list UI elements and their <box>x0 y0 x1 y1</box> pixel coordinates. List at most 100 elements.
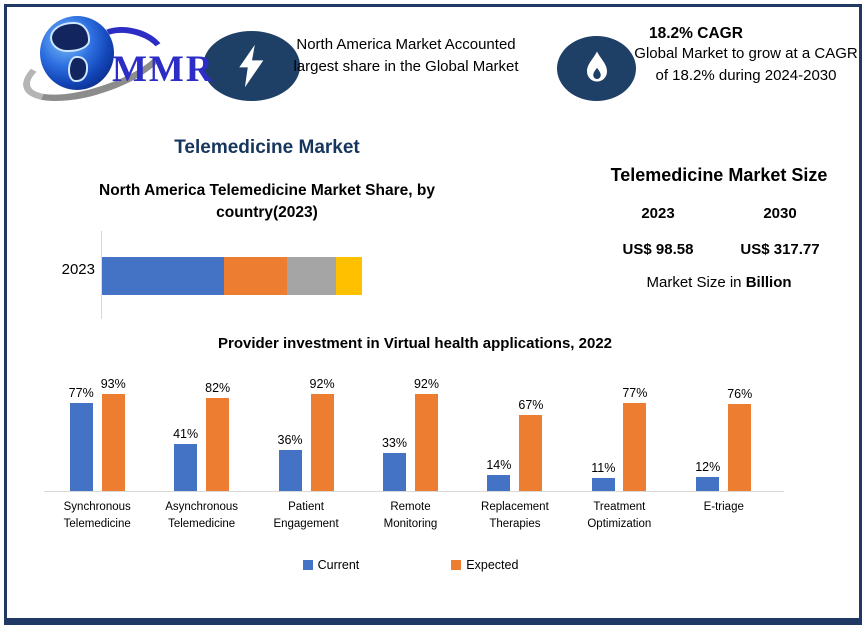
category-label: Treatment Optimization <box>587 501 652 530</box>
bar-group: 36% 92% <box>254 377 358 491</box>
bar-expected <box>206 397 230 491</box>
market-size-note: Market Size in Billion <box>595 274 843 291</box>
globe-icon <box>40 16 114 90</box>
legend-swatch <box>451 560 462 570</box>
bar-with-label: 12% <box>695 377 720 491</box>
bar-value-label: 67% <box>518 397 544 412</box>
bar-value-label: 36% <box>277 432 303 447</box>
bar-value-label: 77% <box>68 386 94 401</box>
banner2: 18.2% CAGR Global Market to grow at a CA… <box>631 25 861 87</box>
infographic-canvas: MMR North America Market Accounted large… <box>4 4 862 625</box>
bar-current <box>382 453 406 491</box>
grouped-bars: 77% 93% 41% 82% 36% 92% 33% 92% 14% 67% 11% 77% 12% 7… <box>45 377 776 491</box>
stacked-chart-title: North America Telemedicine Market Share,… <box>99 182 435 221</box>
market-size-title: Telemedicine Market Size <box>610 165 828 185</box>
note-prefix: Market Size in <box>646 274 746 291</box>
stacked-segment <box>102 257 225 295</box>
bar-current <box>591 478 615 491</box>
stacked-segment <box>224 257 287 295</box>
bar-current <box>278 449 302 491</box>
category-label: Replacement Therapies <box>481 501 549 530</box>
grouped-chart-title: Provider investment in Virtual health ap… <box>217 335 612 352</box>
bar-with-label: 67% <box>518 377 543 491</box>
cagr-text: Global Market to grow at a CAGR of 18.2%… <box>634 45 858 84</box>
bar-value-label: 41% <box>173 427 199 442</box>
bar-with-label: 77% <box>69 377 94 491</box>
globe-landmass <box>68 56 88 82</box>
legend-item-expected: Expected <box>451 558 518 572</box>
market-value: US$ 317.77 <box>740 241 820 258</box>
bar-value-label: 93% <box>100 377 126 391</box>
category-label: Remote Monitoring <box>383 501 438 530</box>
market-size-years: 2023 2030 <box>595 205 843 222</box>
chart-legend: Current Expected <box>45 558 776 572</box>
bar-group: 77% 93% <box>45 377 149 491</box>
market-value: US$ 98.58 <box>622 241 694 258</box>
legend-label: Current <box>317 558 360 572</box>
bar-value-label: 92% <box>413 377 439 391</box>
bar-current <box>174 444 198 491</box>
bar-value-label: 11% <box>591 461 616 476</box>
category-label: Synchronous Telemedicine <box>63 501 131 530</box>
grouped-chart-baseline <box>44 491 784 492</box>
logo-wordmark: MMR <box>112 49 215 90</box>
bar-value-label: 77% <box>622 386 648 401</box>
flame-icon <box>557 36 636 101</box>
bar-expected <box>101 394 125 491</box>
bar-value-label: 33% <box>381 436 407 451</box>
bar-expected <box>623 403 647 491</box>
bar-expected <box>728 404 752 491</box>
lightning-icon <box>203 31 300 101</box>
year-label: 2030 <box>763 205 797 222</box>
bar-value-label: 82% <box>205 380 231 395</box>
market-size-section: Telemedicine Market Size 2023 2030 US$ 9… <box>595 165 843 291</box>
bar-with-label: 14% <box>486 377 511 491</box>
category-label: E-triage <box>703 501 744 513</box>
stacked-chart-axis <box>101 231 102 319</box>
bar-with-label: 11% <box>591 377 615 491</box>
bar-with-label: 93% <box>101 377 126 491</box>
bar-value-label: 76% <box>727 387 753 402</box>
bar-with-label: 77% <box>622 377 647 491</box>
bar-with-label: 82% <box>205 377 230 491</box>
bar-expected <box>519 414 543 491</box>
bar-current <box>487 475 511 491</box>
stacked-chart-category: 2023 <box>61 261 95 278</box>
banner1-text: North America Market Accounted largest s… <box>293 36 519 75</box>
bar-with-label: 92% <box>414 377 439 491</box>
stacked-bar <box>102 257 362 295</box>
legend-label: Expected <box>466 558 519 572</box>
stacked-segment <box>335 257 362 295</box>
bar-group: 12% 76% <box>672 377 776 491</box>
bar-with-label: 76% <box>727 377 752 491</box>
bar-current <box>696 477 720 491</box>
bar-group: 41% 82% <box>149 377 253 491</box>
bar-group: 14% 67% <box>463 377 567 491</box>
category-labels: Synchronous Telemedicine Asynchronous Tel… <box>45 499 776 533</box>
bar-expected <box>310 394 334 491</box>
market-size-values: US$ 98.58 US$ 317.77 <box>595 241 843 258</box>
bar-with-label: 36% <box>278 377 303 491</box>
bar-with-label: 92% <box>310 377 335 491</box>
legend-swatch <box>302 560 313 570</box>
cagr-title: 18.2% CAGR <box>649 25 743 42</box>
flame-glyph <box>586 51 607 81</box>
lightning-glyph <box>238 44 263 88</box>
bar-with-label: 41% <box>173 377 198 491</box>
stacked-segment <box>286 257 336 295</box>
globe-landmass <box>50 22 90 52</box>
bar-group: 33% 92% <box>358 377 462 491</box>
bar-group: 11% 77% <box>567 377 671 491</box>
note-unit: Billion <box>745 274 792 291</box>
page-title: Telemedicine Market <box>174 137 360 158</box>
bar-value-label: 12% <box>695 460 721 475</box>
bar-with-label: 33% <box>382 377 407 491</box>
category-label: Asynchronous Telemedicine <box>165 501 239 530</box>
bar-value-label: 92% <box>309 377 335 391</box>
bar-value-label: 14% <box>486 458 512 473</box>
bar-expected <box>414 394 438 491</box>
legend-item-current: Current <box>302 558 360 572</box>
year-label: 2023 <box>641 205 675 222</box>
bar-current <box>69 403 93 491</box>
category-label: Patient Engagement <box>273 501 339 530</box>
